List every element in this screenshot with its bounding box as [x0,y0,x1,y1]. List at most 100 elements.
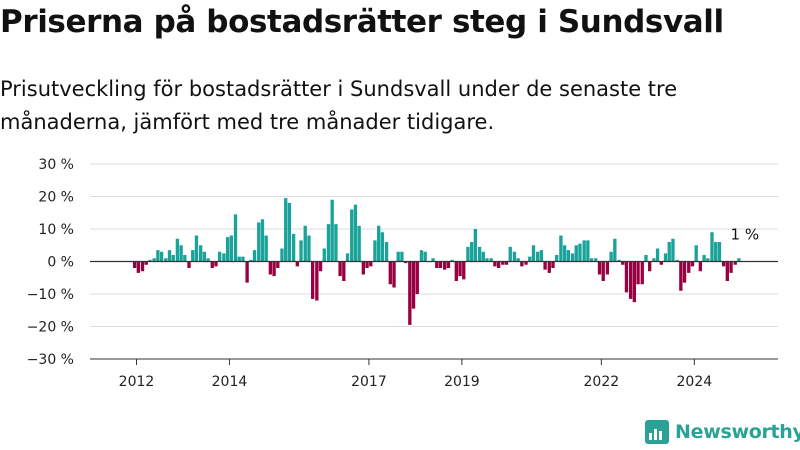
bar [621,261,625,265]
bar [469,242,474,262]
bar [512,251,517,262]
y-tick-label: −30 % [27,352,74,368]
bar [710,232,714,262]
bar [489,258,493,262]
bar [458,261,462,277]
bar [531,245,536,262]
bar [508,246,512,262]
x-tick-label: 2022 [584,374,620,390]
bar [392,261,396,288]
bar [466,246,470,262]
bar [272,261,276,277]
bar [222,253,226,262]
bar [675,259,679,262]
bar [365,261,369,268]
bar [644,255,648,262]
bar [318,261,323,272]
bar [714,242,718,262]
bar [295,261,299,267]
bar [589,258,594,262]
bar [276,261,280,268]
bar [694,245,698,262]
bar [566,250,571,262]
bar [225,237,230,262]
bar [229,235,233,262]
bar [555,255,559,262]
bar [334,224,338,262]
bar [144,261,148,265]
bar [214,261,218,267]
bar [136,261,141,273]
bar [504,261,509,265]
bar [179,245,183,262]
bar [547,261,551,273]
bar-chart-icon [645,420,669,444]
bar [636,261,640,285]
bar [322,248,326,262]
bar [260,219,265,262]
y-tick-label: 30 % [38,157,74,173]
bar [175,238,180,262]
brand-name: Newsworthy [675,421,800,443]
bar [687,261,691,273]
bar [400,251,404,262]
y-tick-label: −10 % [27,287,74,303]
bar [140,261,145,272]
bar [280,248,284,262]
bar [307,235,311,262]
bar [477,246,482,262]
bar [493,261,497,267]
bar [369,261,373,267]
y-tick-label: 0 % [47,255,74,271]
bar [443,261,447,270]
bar [559,235,563,262]
bar [690,261,695,267]
bar [682,261,687,283]
bar [640,261,644,285]
bar [655,248,660,262]
bar [496,261,501,268]
bar [361,261,365,275]
bar [415,261,419,294]
bar [377,225,381,262]
bar [725,261,729,281]
bar [396,251,400,262]
bar [609,251,613,262]
bar [388,261,392,285]
bar [218,251,222,262]
bar [679,261,683,291]
y-tick-label: 10 % [38,222,74,238]
bar [628,261,633,299]
bar [326,224,331,262]
bar [706,258,710,262]
bar [648,261,652,272]
bar [624,261,629,293]
bar [408,261,412,325]
bar [132,261,137,268]
bar [652,258,656,262]
chart-title: Priserna på bostadsrätter steg i Sundsva… [0,4,724,40]
bar [450,259,454,262]
bar [663,253,668,262]
bar [148,259,152,262]
bar [423,251,427,262]
bar [481,251,485,262]
bar [171,255,175,262]
bar [315,261,319,301]
bar [659,261,663,265]
bar [597,261,602,275]
bar [245,261,249,283]
x-tick-label: 2014 [212,374,248,390]
bar [578,243,582,262]
bar [183,255,187,262]
bar [338,261,342,277]
bar [187,261,191,268]
bar [462,261,466,280]
bar [605,261,610,275]
bar [473,229,478,262]
bar [601,261,605,281]
bar [562,245,567,262]
bar [536,251,540,262]
bar [539,250,544,262]
bar [249,259,253,262]
